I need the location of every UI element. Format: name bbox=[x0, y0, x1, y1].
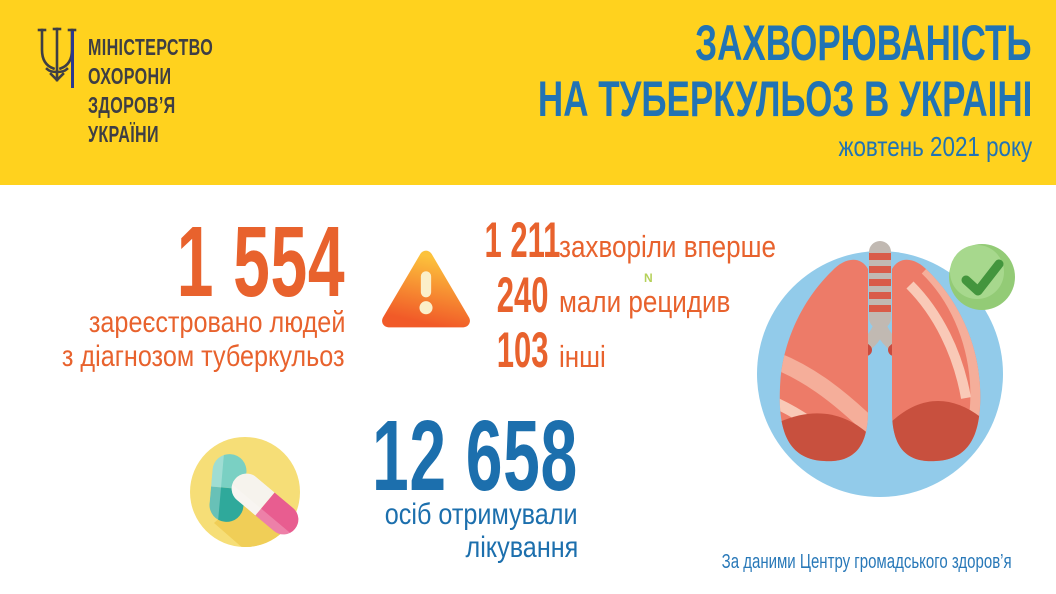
case-row-other: 103 інші bbox=[438, 323, 817, 378]
ministry-name: МІНІСТЕРСТВО ОХОРОНИ ЗДОРОВ’Я УКРАЇНИ bbox=[88, 33, 267, 149]
data-source-credit: За даними Центру громадського здоров’я bbox=[625, 551, 1012, 573]
treatment-stat: 12 658 осіб отримували лікування bbox=[266, 400, 578, 564]
case-value: 103 bbox=[496, 322, 548, 378]
watermark-artifact: N bbox=[644, 271, 653, 285]
case-label: інші bbox=[559, 339, 606, 374]
capsule-pink bbox=[225, 467, 300, 541]
registered-value: 1 554 bbox=[176, 206, 345, 318]
treatment-label-line-1: осіб отримували bbox=[385, 498, 578, 531]
ministry-line: ЗДОРОВ’Я bbox=[88, 92, 176, 118]
case-row-new: 1 211 захворіли вперше bbox=[438, 213, 817, 268]
healthy-lungs-icon bbox=[757, 241, 1015, 497]
logo-divider bbox=[71, 31, 74, 88]
treatment-value: 12 658 bbox=[372, 400, 578, 512]
ministry-line: МІНІСТЕРСТВО bbox=[88, 34, 214, 60]
header-band: МІНІСТЕРСТВО ОХОРОНИ ЗДОРОВ’Я УКРАЇНИ ЗА… bbox=[0, 0, 1056, 185]
case-label: мали рецидив bbox=[559, 284, 731, 319]
warning-triangle-icon bbox=[382, 250, 470, 328]
treatment-label-line-2: лікування bbox=[465, 531, 578, 564]
registered-stat: 1 554 зареєстровано людей з діагнозом ту… bbox=[8, 206, 345, 373]
case-value: 1 211 bbox=[484, 212, 561, 268]
page-title: ЗАХВОРЮВАНІСТЬ НА ТУБЕРКУЛЬОЗ В УКРАІНІ … bbox=[326, 18, 1032, 161]
report-period: жовтень 2021 року bbox=[838, 131, 1032, 162]
registered-label-line-2: з діагнозом туберкульоз bbox=[62, 340, 345, 373]
ministry-line: ОХОРОНИ bbox=[88, 63, 172, 89]
registered-label-line-1: зареєстровано людей bbox=[88, 306, 345, 339]
credit-text: За даними Центру громадського здоров’я bbox=[722, 551, 1012, 573]
title-line-1: ЗАХВОРЮВАНІСТЬ bbox=[695, 15, 1032, 71]
exclamation-dot bbox=[419, 301, 433, 315]
case-value: 240 bbox=[496, 267, 548, 323]
cases-list: 1 211 захворіли вперше 240 мали рецидив … bbox=[438, 213, 817, 378]
case-row-relapse: 240 мали рецидив bbox=[438, 268, 817, 323]
pills-icon bbox=[190, 437, 300, 547]
check-icon bbox=[949, 244, 1015, 310]
ministry-line: УКРАЇНИ bbox=[88, 121, 159, 147]
exclamation-bar bbox=[420, 271, 432, 298]
title-line-2: НА ТУБЕРКУЛЬОЗ В УКРАІНІ bbox=[537, 71, 1032, 127]
case-label: захворіли вперше bbox=[559, 229, 776, 264]
